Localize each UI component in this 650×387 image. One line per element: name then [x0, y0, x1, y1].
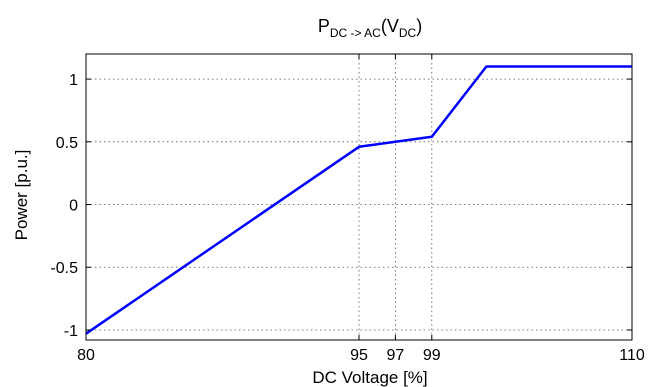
x-tick-label-2: 97	[387, 347, 405, 364]
x-tick-label-0: 80	[77, 347, 95, 364]
x-tick-label-3: 99	[423, 347, 441, 364]
title-argument-open: (V	[381, 16, 399, 36]
x-tick-label-1: 95	[350, 347, 368, 364]
x-axis-label: DC Voltage [%]	[312, 368, 427, 387]
y-tick-label-1: -0.5	[50, 260, 78, 277]
series-layer	[85, 65, 632, 335]
y-tick-label-0: -1	[64, 323, 78, 340]
series-line-0	[85, 65, 632, 335]
title-main: P	[318, 16, 330, 36]
title-argument-subscript: DC	[399, 26, 417, 40]
grid-lines	[86, 54, 632, 340]
y-tick-label-4: 1	[69, 72, 78, 89]
title-argument-close: )	[416, 16, 422, 36]
title-main-subscript: DC -> AC	[330, 26, 381, 40]
y-tick-label-2: 0	[69, 198, 78, 215]
x-tick-labels: 80 95 97 99 110	[77, 347, 645, 364]
chart-title: PDC -> AC(VDC)	[318, 16, 422, 40]
y-tick-label-3: 0.5	[56, 135, 78, 152]
y-axis-label: Power [p.u.]	[12, 150, 31, 241]
tick-marks	[85, 54, 633, 340]
x-tick-label-4: 110	[619, 347, 645, 364]
y-tick-labels: -1 -0.5 0 0.5 1	[50, 72, 78, 340]
